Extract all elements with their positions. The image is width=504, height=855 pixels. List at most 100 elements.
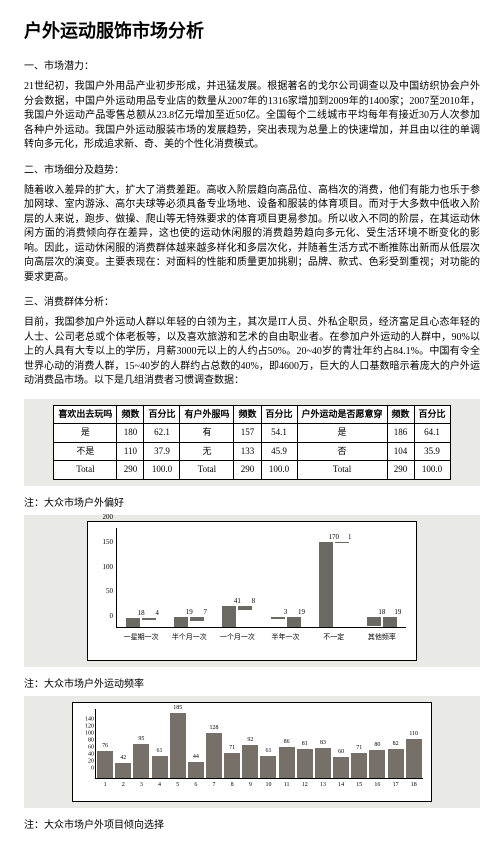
chart1-bar: 18 (367, 617, 381, 626)
table-cell: 110 (117, 442, 144, 461)
table-cell: 不是 (54, 442, 117, 461)
table-header-cell: 户外运动是否愿意穿 (297, 405, 387, 424)
table-header-cell: 频数 (387, 405, 414, 424)
chart2-xlabel: 14 (333, 781, 349, 790)
chart-2-frame: 764295611854412871926186818360718082110 … (24, 696, 480, 808)
chart2-bar-label: 76 (97, 742, 113, 751)
table-row: 是18062.1有15754.1是18664.1 (54, 424, 450, 443)
chart1-bar: 4 (142, 618, 156, 620)
chart2-xlabel: 17 (388, 781, 404, 790)
chart1-group: 1701 (314, 542, 354, 627)
chart1-bar-label: 4 (142, 608, 172, 619)
section-1-body: 21世纪初，我国户外用品产业初步形成，并迅猛发展。根据著名的戈尔公司调查以及中国… (24, 80, 480, 153)
table-cell: 290 (387, 461, 414, 480)
chart2-xlabel: 9 (242, 781, 258, 790)
table-cell: 是 (297, 424, 387, 443)
chart2-bar-label: 86 (279, 738, 295, 747)
chart1-xlabel: 不一定 (314, 632, 354, 643)
chart2-xlabel: 16 (369, 781, 385, 790)
chart1-group: 418 (217, 606, 257, 627)
table-header-cell: 有户外服吗 (180, 405, 234, 424)
table-header-cell: 百分比 (414, 405, 450, 424)
chart1-xlabel: 其他频率 (362, 632, 402, 643)
table-cell: 无 (180, 442, 234, 461)
chart1-bar-label: 8 (238, 596, 268, 607)
chart1-bar: 7 (190, 617, 204, 621)
chart2-bar-label: 42 (115, 754, 131, 763)
table-cell: 37.9 (144, 442, 180, 461)
chart2-bar: 82 (388, 749, 404, 778)
chart2-bar: 95 (133, 744, 149, 777)
table-cell: 104 (387, 442, 414, 461)
table-cell: 有 (180, 424, 234, 443)
table-cell: 100.0 (414, 461, 450, 480)
table-row: Total290100.0Total290100.0Total290100.0 (54, 461, 450, 480)
table-cell: 186 (387, 424, 414, 443)
table-cell: 100.0 (144, 461, 180, 480)
section-2-head: 二、市场细分及趋势： (24, 163, 480, 178)
chart1-ytick: 150 (93, 537, 113, 548)
chart1-bar: 3 (271, 617, 285, 619)
chart2-bar-label: 80 (369, 741, 385, 750)
chart2-bar: 71 (351, 753, 367, 778)
table-header-cell: 百分比 (261, 405, 297, 424)
chart1-xlabel: 半个月一次 (169, 632, 209, 643)
table-row: 不是11037.9无13345.9否10435.9 (54, 442, 450, 461)
chart2-xlabel: 11 (279, 781, 295, 790)
chart1-xlabel: 半年一次 (266, 632, 306, 643)
chart1-bar: 8 (238, 606, 252, 610)
table-header-cell: 喜欢出去玩吗 (54, 405, 117, 424)
chart2-bar: 86 (279, 747, 295, 777)
chart2-bar-label: 82 (388, 740, 404, 749)
chart1-ytick: 0 (93, 611, 113, 622)
chart1-xlabel: 一星期一次 (121, 632, 161, 643)
chart2-bar-label: 61 (152, 747, 168, 756)
chart1-xlabel: 一个月一次 (217, 632, 257, 643)
chart2-bar-label: 61 (260, 747, 276, 756)
table-cell: Total (54, 461, 117, 480)
section-1-head: 一、市场潜力： (24, 59, 480, 74)
chart2-bar: 92 (242, 745, 258, 777)
chart2-bar: 83 (315, 748, 331, 777)
section-3-head: 三、消费群体分析： (24, 295, 480, 310)
section-3-body: 目前，我国参加户外运动人群以年轻的白领为主，其次是IT人员、外私企职员，经济富足… (24, 316, 480, 389)
table-cell: Total (180, 461, 234, 480)
chart2-bar-label: 92 (242, 736, 258, 745)
chart2-xlabel: 3 (133, 781, 149, 790)
chart1-group: 184 (121, 618, 161, 627)
chart2-bar: 110 (406, 739, 422, 778)
chart2-xlabel: 12 (297, 781, 313, 790)
table-cell: 45.9 (261, 442, 297, 461)
table-cell: 54.1 (261, 424, 297, 443)
table-header-cell: 频数 (234, 405, 261, 424)
chart2-xlabel: 1 (97, 781, 113, 790)
note-3: 注：大众市场户外项目倾向选择 (24, 818, 480, 833)
survey-table-frame: 喜欢出去玩吗频数百分比有户外服吗频数百分比户外运动是否愿意穿频数百分比 是180… (24, 399, 480, 486)
table-cell: 290 (117, 461, 144, 480)
table-cell: 157 (234, 424, 261, 443)
chart2-xlabel: 18 (406, 781, 422, 790)
chart2-bar: 61 (260, 756, 276, 777)
table-cell: 64.1 (414, 424, 450, 443)
chart2-bar-label: 71 (224, 744, 240, 753)
chart1-bar-label: 1 (335, 532, 365, 543)
chart2-xlabel: 15 (351, 781, 367, 790)
chart1-group: 319 (266, 617, 306, 627)
chart1-bar-label: 7 (190, 607, 220, 618)
table-cell: 否 (297, 442, 387, 461)
chart2-bar-label: 44 (188, 753, 204, 762)
table-cell: 35.9 (414, 442, 450, 461)
table-cell: 180 (117, 424, 144, 443)
table-cell: 62.1 (144, 424, 180, 443)
chart2-bar: 44 (188, 762, 204, 777)
table-header-cell: 百分比 (144, 405, 180, 424)
chart1-ytick: 50 (93, 586, 113, 597)
chart2-bar-label: 95 (133, 735, 149, 744)
chart1-bar: 19 (383, 617, 397, 627)
note-1: 注：大众市场户外偏好 (24, 496, 480, 511)
chart2-xlabel: 6 (188, 781, 204, 790)
chart2-xlabel: 5 (170, 781, 186, 790)
chart2-bar-label: 81 (297, 740, 313, 749)
preference-bar-chart: 18419741831917011819 一星期一次半个月一次一个月一次半年一次… (87, 521, 417, 661)
chart2-bar-label: 185 (170, 704, 186, 713)
